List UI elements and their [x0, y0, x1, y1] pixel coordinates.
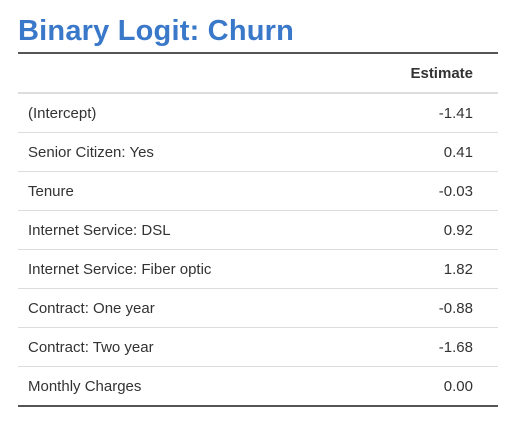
coefficient-label: Contract: One year [18, 288, 303, 328]
estimate-column-header: Estimate [303, 53, 498, 94]
coefficient-table: Estimate (Intercept) -1.41 Senior Citizen:… [18, 52, 498, 407]
coefficient-label: Contract: Two year [18, 327, 303, 367]
coefficient-label: Monthly Charges [28, 377, 142, 395]
coefficient-estimate: -0.88 [303, 288, 498, 328]
label-column-header [18, 53, 303, 94]
coefficient-label: Senior Citizen: Yes [18, 132, 303, 172]
coefficient-estimate: 0.92 [303, 210, 498, 250]
coefficient-estimate: 0.00 [443, 377, 473, 395]
coefficient-estimate: -0.03 [303, 171, 498, 211]
table-row: Tenure -0.03 [18, 171, 498, 211]
table-row: Senior Citizen: Yes 0.41 [18, 132, 498, 172]
coefficient-estimate: -1.68 [303, 327, 498, 367]
coefficient-estimate: -1.41 [303, 93, 498, 133]
table-row: Contract: One year -0.88 [18, 288, 498, 328]
coefficient-estimate: 1.82 [303, 249, 498, 289]
coefficient-label: Internet Service: DSL [18, 210, 303, 250]
coefficient-label: (Intercept) [18, 93, 303, 133]
table-row: Contract: Two year -1.68 [18, 327, 498, 367]
table-row: Internet Service: DSL 0.92 [18, 210, 498, 250]
table-header-row: Estimate [18, 53, 498, 94]
coefficient-label: Internet Service: Fiber optic [18, 249, 303, 289]
coefficient-estimate: 0.41 [303, 132, 498, 172]
table-row: Monthly Charges 0.00 [18, 367, 498, 407]
report-container: Binary Logit: Churn Estimate (Intercept)… [18, 14, 498, 407]
table-row: (Intercept) -1.41 [18, 93, 498, 133]
page-title: Binary Logit: Churn [18, 15, 295, 47]
coefficient-label: Tenure [18, 171, 303, 211]
table-row: Internet Service: Fiber optic 1.82 [18, 249, 498, 289]
